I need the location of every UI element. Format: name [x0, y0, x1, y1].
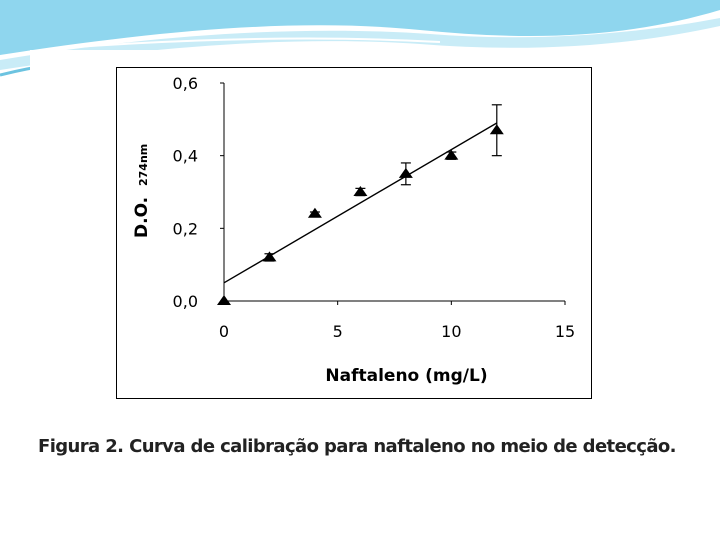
- data-point: [217, 295, 231, 305]
- x-tick-label: 15: [555, 322, 575, 341]
- y-axis-title: D.O.: [132, 197, 152, 238]
- figure-caption: Figura 2. Curva de calibração para nafta…: [38, 436, 676, 457]
- x-tick-label: 5: [333, 322, 343, 341]
- y-axis-subscript: 274nm: [137, 144, 150, 186]
- y-tick-label: 0,4: [173, 147, 198, 166]
- data-point: [398, 167, 413, 178]
- y-tick-label: 0,6: [173, 74, 198, 93]
- y-tick-label: 0,2: [173, 219, 198, 238]
- calibration-chart: 0,0 0,2 0,4 0,6 0 5 10 15 Naftaleno (mg/L) D.O. 27…: [132, 74, 575, 386]
- x-tick-label: 10: [441, 322, 461, 341]
- plot-frame: 0,0 0,2 0,4 0,6 0 5 10 15 Naftaleno (mg/L) D.O. 27…: [116, 67, 592, 399]
- data-point: [262, 251, 277, 262]
- y-tick-label: 0,0: [173, 292, 198, 311]
- x-tick-label: 0: [219, 322, 229, 341]
- data-point: [307, 207, 322, 218]
- data-point: [489, 124, 504, 135]
- data-point: [353, 186, 368, 196]
- data-point: [444, 149, 459, 160]
- x-axis-title: Naftaleno (mg/L): [325, 366, 487, 386]
- y-axis-title-group: D.O. 274nm: [132, 144, 152, 238]
